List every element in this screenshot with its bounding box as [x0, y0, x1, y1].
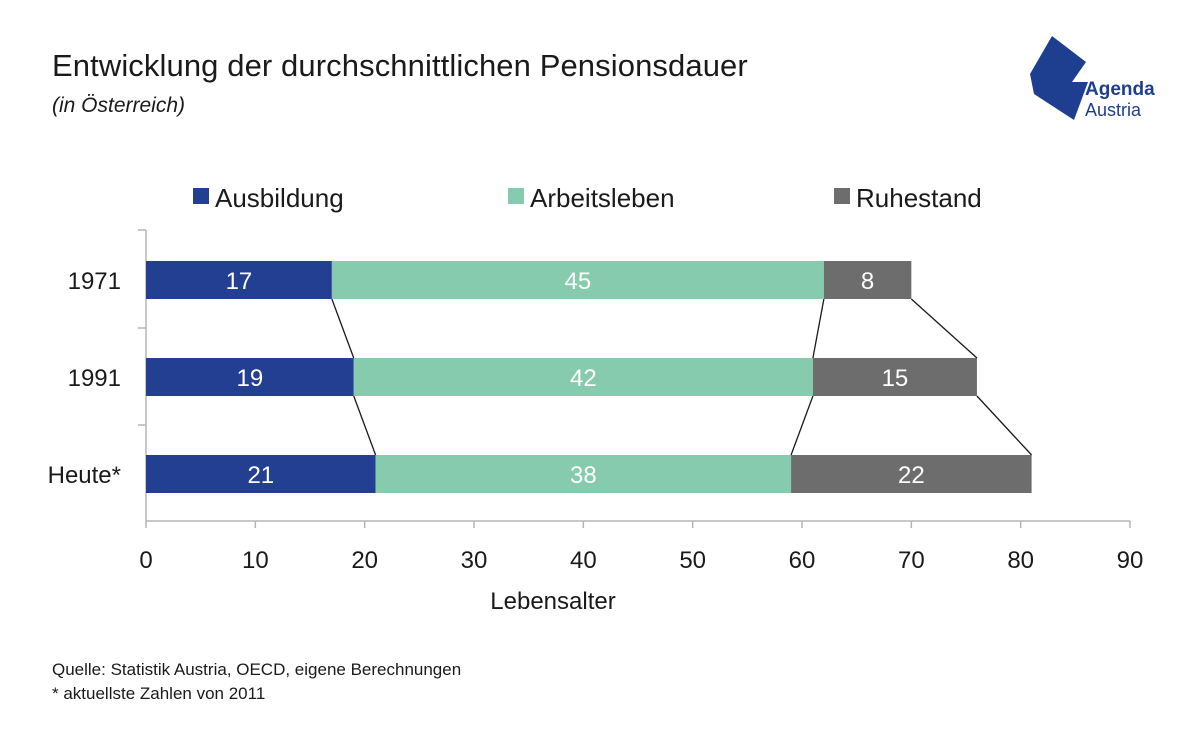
legend-label-2: Ruhestand: [856, 183, 982, 213]
legend-label-0: Ausbildung: [215, 183, 344, 213]
x-tick-label-7: 70: [898, 547, 925, 574]
bar-value-label-2-0: 21: [247, 462, 274, 489]
connector-line-0-1: [812, 298, 825, 359]
bar-2-2: [791, 455, 1032, 493]
x-tick-label-8: 80: [1007, 547, 1034, 574]
source-note: Quelle: Statistik Austria, OECD, eigene …: [52, 660, 462, 679]
bar-value-label-0-2: 8: [861, 268, 874, 295]
x-axis-title: Lebensalter: [490, 588, 615, 615]
category-label-1: 1991: [68, 365, 121, 392]
chart-title: Entwicklung der durchschnittlichen Pensi…: [52, 48, 748, 83]
bar-value-label-2-1: 38: [570, 462, 597, 489]
x-tick-label-3: 30: [461, 547, 488, 574]
connector-line-1-2: [976, 395, 1033, 456]
bar-value-label-0-0: 17: [226, 268, 253, 295]
connector-line-0-0: [331, 298, 355, 359]
category-label-0: 1971: [68, 268, 121, 295]
bar-0-0: [146, 261, 332, 299]
bar-value-label-1-2: 15: [882, 365, 909, 392]
connector-line-0-2: [910, 298, 978, 359]
chart-subtitle: (in Österreich): [52, 94, 186, 117]
bar-value-label-1-0: 19: [237, 365, 264, 392]
agenda-austria-logo-icon: [1030, 36, 1088, 120]
bar-1-2: [812, 358, 977, 396]
connector-line-1-0: [353, 395, 377, 456]
x-tick-label-5: 50: [679, 547, 706, 574]
legend-swatch-0: [193, 188, 209, 204]
x-tick-label-0: 0: [139, 547, 152, 574]
bar-2-1: [375, 455, 792, 493]
bar-0-2: [823, 261, 912, 299]
x-tick-label-6: 60: [789, 547, 816, 574]
bar-0-1: [331, 261, 824, 299]
legend-swatch-1: [508, 188, 524, 204]
connector-line-1-1: [790, 395, 814, 456]
x-tick-label-4: 40: [570, 547, 597, 574]
category-label-2: Heute*: [48, 462, 121, 489]
bar-value-label-2-2: 22: [898, 462, 925, 489]
logo-text-agenda: Agenda: [1085, 79, 1155, 100]
x-tick-label-9: 90: [1117, 547, 1144, 574]
x-tick-label-2: 20: [351, 547, 378, 574]
x-tick-label-1: 10: [242, 547, 269, 574]
bar-1-1: [353, 358, 813, 396]
bar-value-label-1-1: 42: [570, 365, 597, 392]
footnote: * aktuellste Zahlen von 2011: [52, 684, 266, 703]
bar-1-0: [146, 358, 354, 396]
legend-label-1: Arbeitsleben: [530, 183, 675, 213]
bar-value-label-0-1: 45: [565, 268, 592, 295]
bar-2-0: [146, 455, 376, 493]
legend-swatch-2: [834, 188, 850, 204]
logo-text-austria: Austria: [1085, 100, 1142, 120]
